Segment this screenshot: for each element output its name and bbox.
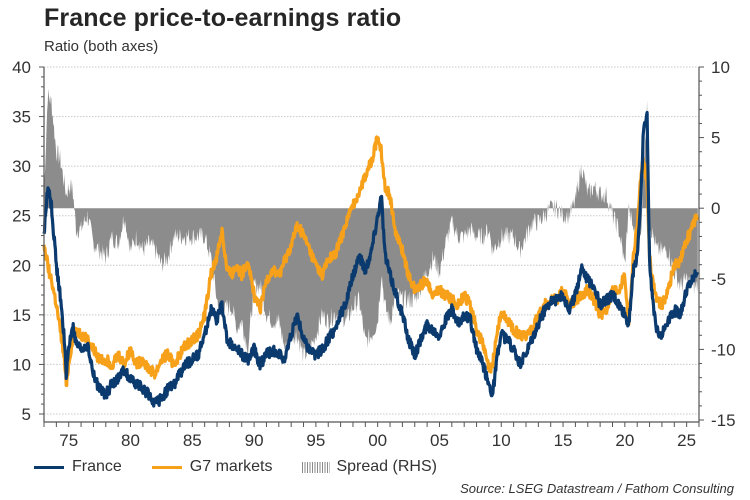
x-tick-label-2010: 10 [492,431,511,450]
left-tick-label-35: 35 [12,108,31,127]
line-g7-markets [42,135,700,388]
x-tick-label-1980: 80 [121,431,140,450]
x-tick-label-1995: 95 [306,431,325,450]
spread-area [44,88,698,363]
left-tick-label-15: 15 [12,306,31,325]
line-france [42,110,700,408]
legend-item-spread: Spread (RHS) [302,458,437,476]
legend-swatch-g7 [151,465,182,469]
left-tick-label-40: 40 [12,58,31,77]
left-tick-label-10: 10 [12,355,31,374]
x-tick-label-2015: 15 [554,431,573,450]
legend-swatch-france [34,465,64,469]
right-tick-label--10: -10 [711,340,736,359]
left-tick-label-25: 25 [12,207,31,226]
x-tick-label-2005: 05 [430,431,449,450]
x-tick-label-2020: 20 [615,431,634,450]
source-note: Source: LSEG Datastream / Fathom Consult… [460,481,734,496]
x-tick-label-2000: 00 [368,431,387,450]
left-tick-label-20: 20 [12,256,31,275]
right-tick-label-0: 0 [711,199,720,218]
right-tick-label--5: -5 [711,270,726,289]
x-tick-label-1985: 85 [183,431,202,450]
chart-subtitle: Ratio (both axes) [44,38,159,55]
left-tick-label-5: 5 [22,405,31,424]
x-tick-label-2025: 25 [677,431,696,450]
series-lines [42,110,700,408]
legend: France G7 markets Spread (RHS) [34,457,467,477]
legend-item-france: France [34,458,122,476]
legend-swatch-spread [302,461,331,473]
right-tick-label-10: 10 [711,58,730,77]
legend-label-france: France [72,458,122,475]
left-tick-label-30: 30 [12,157,31,176]
spread-area-layer [44,88,698,363]
legend-label-g7: G7 markets [189,458,273,475]
chart-title: France price-to-earnings ratio [44,4,402,32]
right-tick-label--15: -15 [711,411,736,430]
legend-item-g7: G7 markets [151,458,273,476]
x-tick-label-1975: 75 [59,431,78,450]
x-tick-label-1990: 90 [245,431,264,450]
legend-label-spread: Spread (RHS) [336,458,437,475]
right-tick-label-5: 5 [711,129,720,148]
